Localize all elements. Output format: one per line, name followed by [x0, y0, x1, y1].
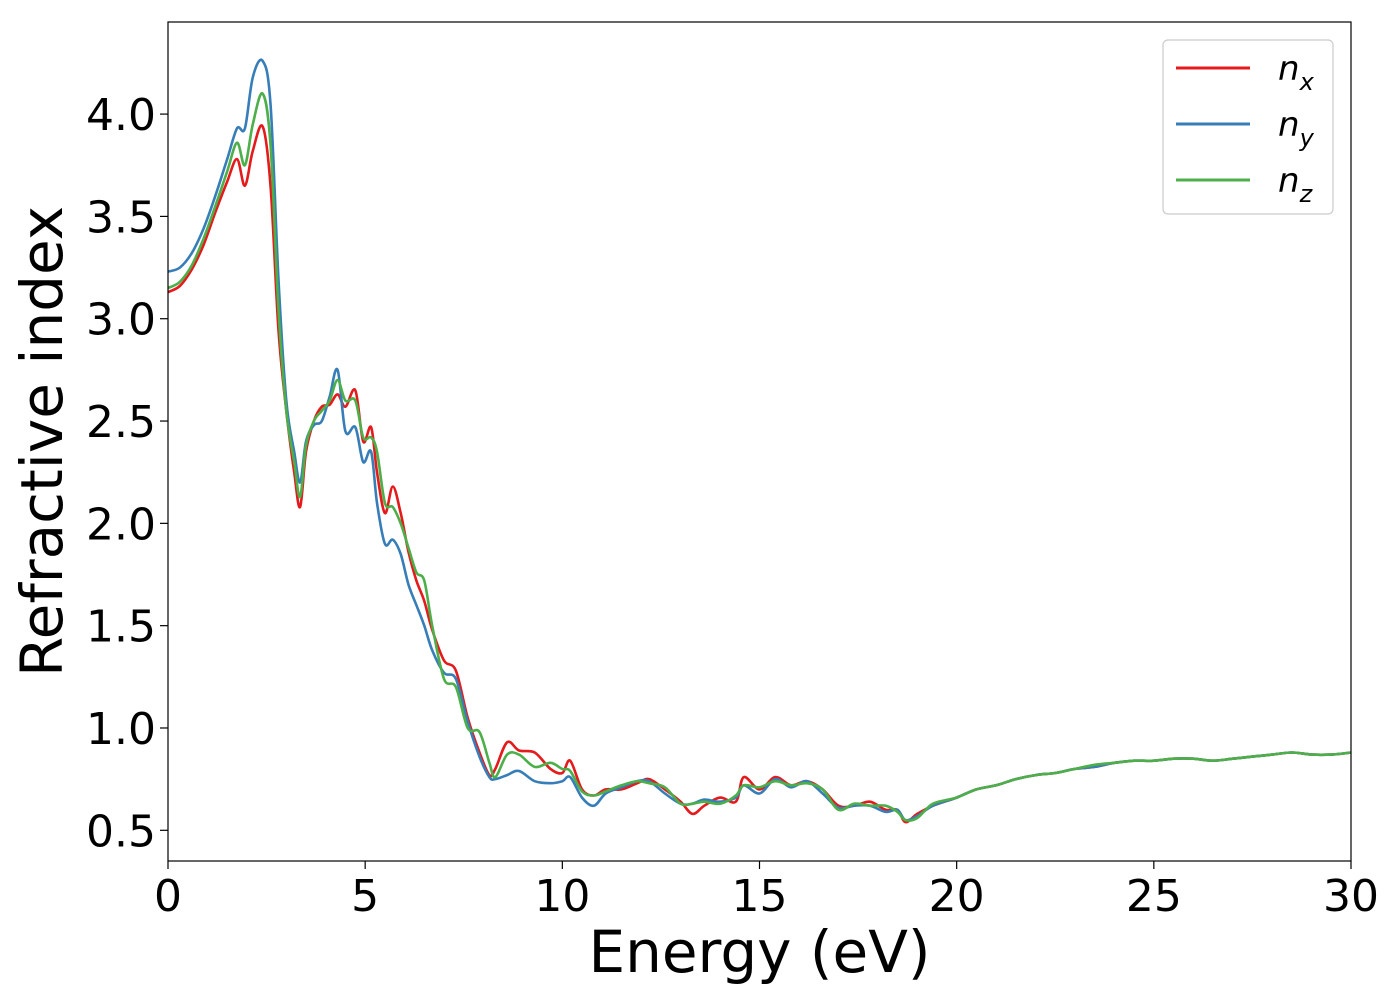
y-tick-label: 2.0: [86, 499, 156, 550]
series-layer: [168, 58, 1351, 824]
x-tick-label: 5: [351, 871, 379, 922]
legend-label-y: ny: [1278, 105, 1315, 152]
y-tick-label: 3.5: [86, 192, 156, 243]
y-tick-label: 1.0: [86, 704, 156, 755]
y-tick-label: 3.0: [86, 295, 156, 346]
legend: nx ny nz: [1162, 39, 1334, 215]
legend-label-x: nx: [1278, 49, 1315, 96]
legend-box: [1162, 39, 1334, 215]
x-axis-ticks: 0 5 10 15 20 25 30: [154, 861, 1379, 922]
x-tick-label: 30: [1323, 871, 1379, 922]
y-tick-label: 4.0: [86, 90, 156, 141]
y-axis-ticks: 0.5 1.0 1.5 2.0 2.5 3.0 3.5 4.0: [86, 90, 168, 857]
x-tick-label: 10: [534, 871, 590, 922]
y-tick-label: 1.5: [86, 602, 156, 653]
x-tick-label: 25: [1126, 871, 1182, 922]
series-line-z: [168, 92, 1351, 822]
series-line-x: [168, 124, 1351, 824]
y-tick-label: 0.5: [86, 806, 156, 857]
x-tick-label: 15: [732, 871, 788, 922]
legend-label-z: nz: [1278, 161, 1314, 208]
x-axis-title: Energy (eV): [588, 918, 930, 986]
x-tick-label: 0: [154, 871, 182, 922]
y-axis-title: Refractive index: [8, 206, 76, 677]
y-tick-label: 2.5: [86, 397, 156, 448]
x-tick-label: 20: [929, 871, 985, 922]
